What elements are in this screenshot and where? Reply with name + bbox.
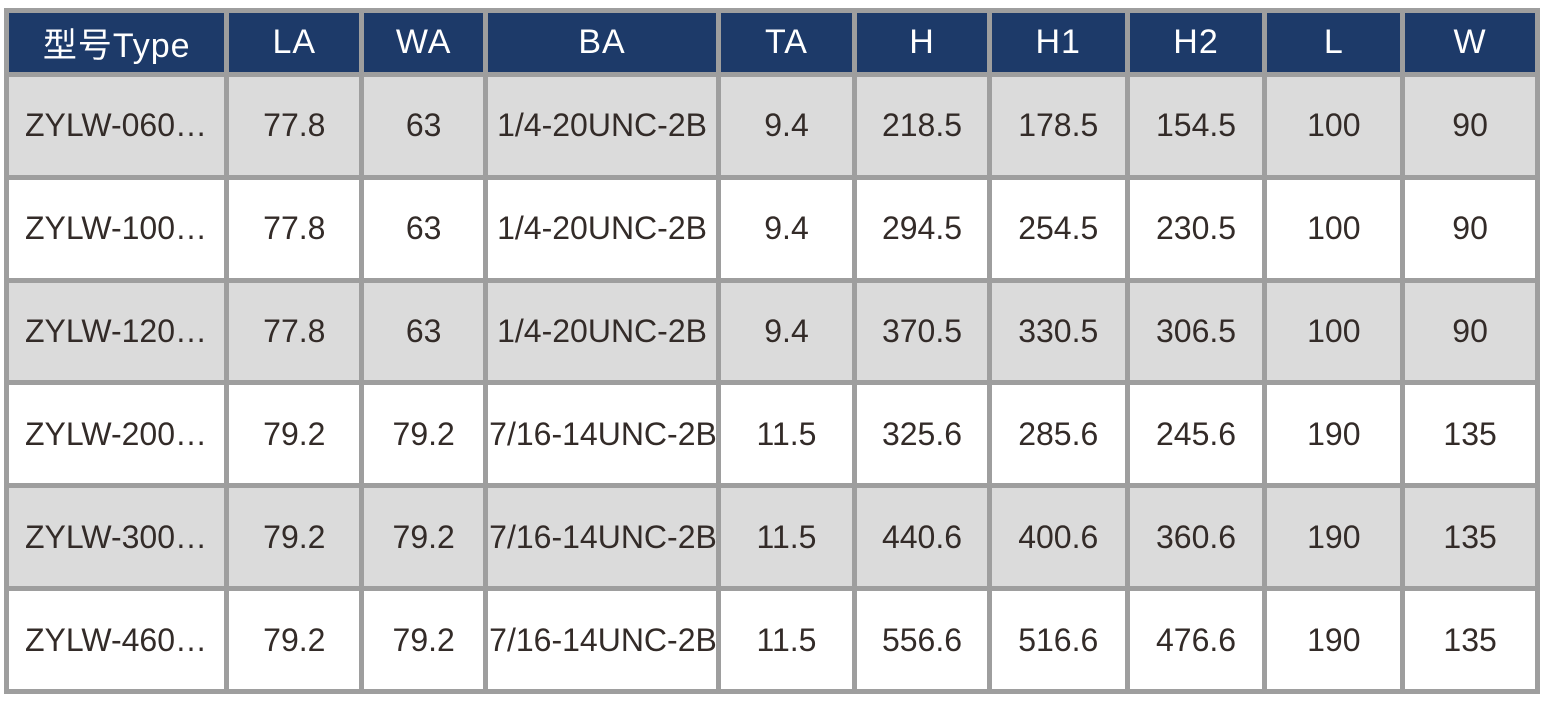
value-cell: 7/16-14UNC-2B xyxy=(483,483,721,592)
spec-table: 型号Type LA WA BA TA H H1 H2 L W ZYLW-060… 77.8 63 1/4… xyxy=(3,8,1540,694)
value-cell: 9.4 xyxy=(715,277,858,386)
column-header-ta: TA xyxy=(715,8,858,77)
column-header-la: LA xyxy=(224,8,365,77)
header-row: 型号Type LA WA BA TA H H1 H2 L W xyxy=(3,8,1540,77)
value-cell: 330.5 xyxy=(986,277,1130,386)
table-row: ZYLW-060… 77.8 63 1/4-20UNC-2B 9.4 218.5 178.5… xyxy=(3,72,1540,180)
value-cell: 370.5 xyxy=(852,277,992,386)
value-cell: 440.6 xyxy=(852,483,992,592)
value-cell: 135 xyxy=(1400,586,1540,694)
value-cell: 7/16-14UNC-2B xyxy=(483,380,721,489)
table-row: ZYLW-120… 77.8 63 1/4-20UNC-2B 9.4 370.5 330.5… xyxy=(3,277,1540,386)
table-row: ZYLW-300… 79.2 79.2 7/16-14UNC-2B 11.5 440.6 4… xyxy=(3,483,1540,592)
column-header-w: W xyxy=(1400,8,1540,77)
value-cell: 218.5 xyxy=(852,72,992,180)
value-cell: 154.5 xyxy=(1124,72,1268,180)
value-cell: 11.5 xyxy=(715,483,858,592)
value-cell: 1/4-20UNC-2B xyxy=(483,174,721,283)
value-cell: 90 xyxy=(1400,277,1540,386)
value-cell: 79.2 xyxy=(224,380,365,489)
value-cell: 190 xyxy=(1262,380,1406,489)
table-row: ZYLW-100… 77.8 63 1/4-20UNC-2B 9.4 294.5 254.5… xyxy=(3,174,1540,283)
table-row: ZYLW-460… 79.2 79.2 7/16-14UNC-2B 11.5 556.6 5… xyxy=(3,586,1540,694)
value-cell: 135 xyxy=(1400,380,1540,489)
value-cell: 230.5 xyxy=(1124,174,1268,283)
value-cell: 245.6 xyxy=(1124,380,1268,489)
value-cell: 79.2 xyxy=(224,586,365,694)
value-cell: 90 xyxy=(1400,174,1540,283)
value-cell: 516.6 xyxy=(986,586,1130,694)
value-cell: 100 xyxy=(1262,72,1406,180)
value-cell: 100 xyxy=(1262,277,1406,386)
value-cell: 285.6 xyxy=(986,380,1130,489)
value-cell: 254.5 xyxy=(986,174,1130,283)
value-cell: 9.4 xyxy=(715,72,858,180)
column-header-ba: BA xyxy=(483,8,721,77)
model-cell: ZYLW-460… xyxy=(3,586,230,694)
value-cell: 1/4-20UNC-2B xyxy=(483,277,721,386)
value-cell: 306.5 xyxy=(1124,277,1268,386)
value-cell: 556.6 xyxy=(852,586,992,694)
value-cell: 11.5 xyxy=(715,586,858,694)
model-cell: ZYLW-200… xyxy=(3,380,230,489)
value-cell: 100 xyxy=(1262,174,1406,283)
value-cell: 190 xyxy=(1262,586,1406,694)
value-cell: 79.2 xyxy=(359,483,489,592)
value-cell: 178.5 xyxy=(986,72,1130,180)
column-header-h1: H1 xyxy=(986,8,1130,77)
value-cell: 294.5 xyxy=(852,174,992,283)
value-cell: 79.2 xyxy=(224,483,365,592)
column-header-type: 型号Type xyxy=(3,8,230,77)
column-header-h: H xyxy=(852,8,992,77)
column-header-l: L xyxy=(1262,8,1406,77)
value-cell: 90 xyxy=(1400,72,1540,180)
model-cell: ZYLW-300… xyxy=(3,483,230,592)
value-cell: 77.8 xyxy=(224,277,365,386)
table-row: ZYLW-200… 79.2 79.2 7/16-14UNC-2B 11.5 325.6 2… xyxy=(3,380,1540,489)
value-cell: 325.6 xyxy=(852,380,992,489)
value-cell: 79.2 xyxy=(359,586,489,694)
value-cell: 476.6 xyxy=(1124,586,1268,694)
value-cell: 79.2 xyxy=(359,380,489,489)
value-cell: 400.6 xyxy=(986,483,1130,592)
value-cell: 63 xyxy=(359,277,489,386)
value-cell: 360.6 xyxy=(1124,483,1268,592)
value-cell: 63 xyxy=(359,72,489,180)
value-cell: 135 xyxy=(1400,483,1540,592)
value-cell: 190 xyxy=(1262,483,1406,592)
value-cell: 77.8 xyxy=(224,72,365,180)
value-cell: 9.4 xyxy=(715,174,858,283)
model-cell: ZYLW-100… xyxy=(3,174,230,283)
column-header-wa: WA xyxy=(359,8,489,77)
value-cell: 1/4-20UNC-2B xyxy=(483,72,721,180)
value-cell: 11.5 xyxy=(715,380,858,489)
column-header-h2: H2 xyxy=(1124,8,1268,77)
value-cell: 63 xyxy=(359,174,489,283)
model-cell: ZYLW-060… xyxy=(3,72,230,180)
value-cell: 7/16-14UNC-2B xyxy=(483,586,721,694)
model-cell: ZYLW-120… xyxy=(3,277,230,386)
table-body: ZYLW-060… 77.8 63 1/4-20UNC-2B 9.4 218.5 178.5… xyxy=(3,72,1540,694)
value-cell: 77.8 xyxy=(224,174,365,283)
